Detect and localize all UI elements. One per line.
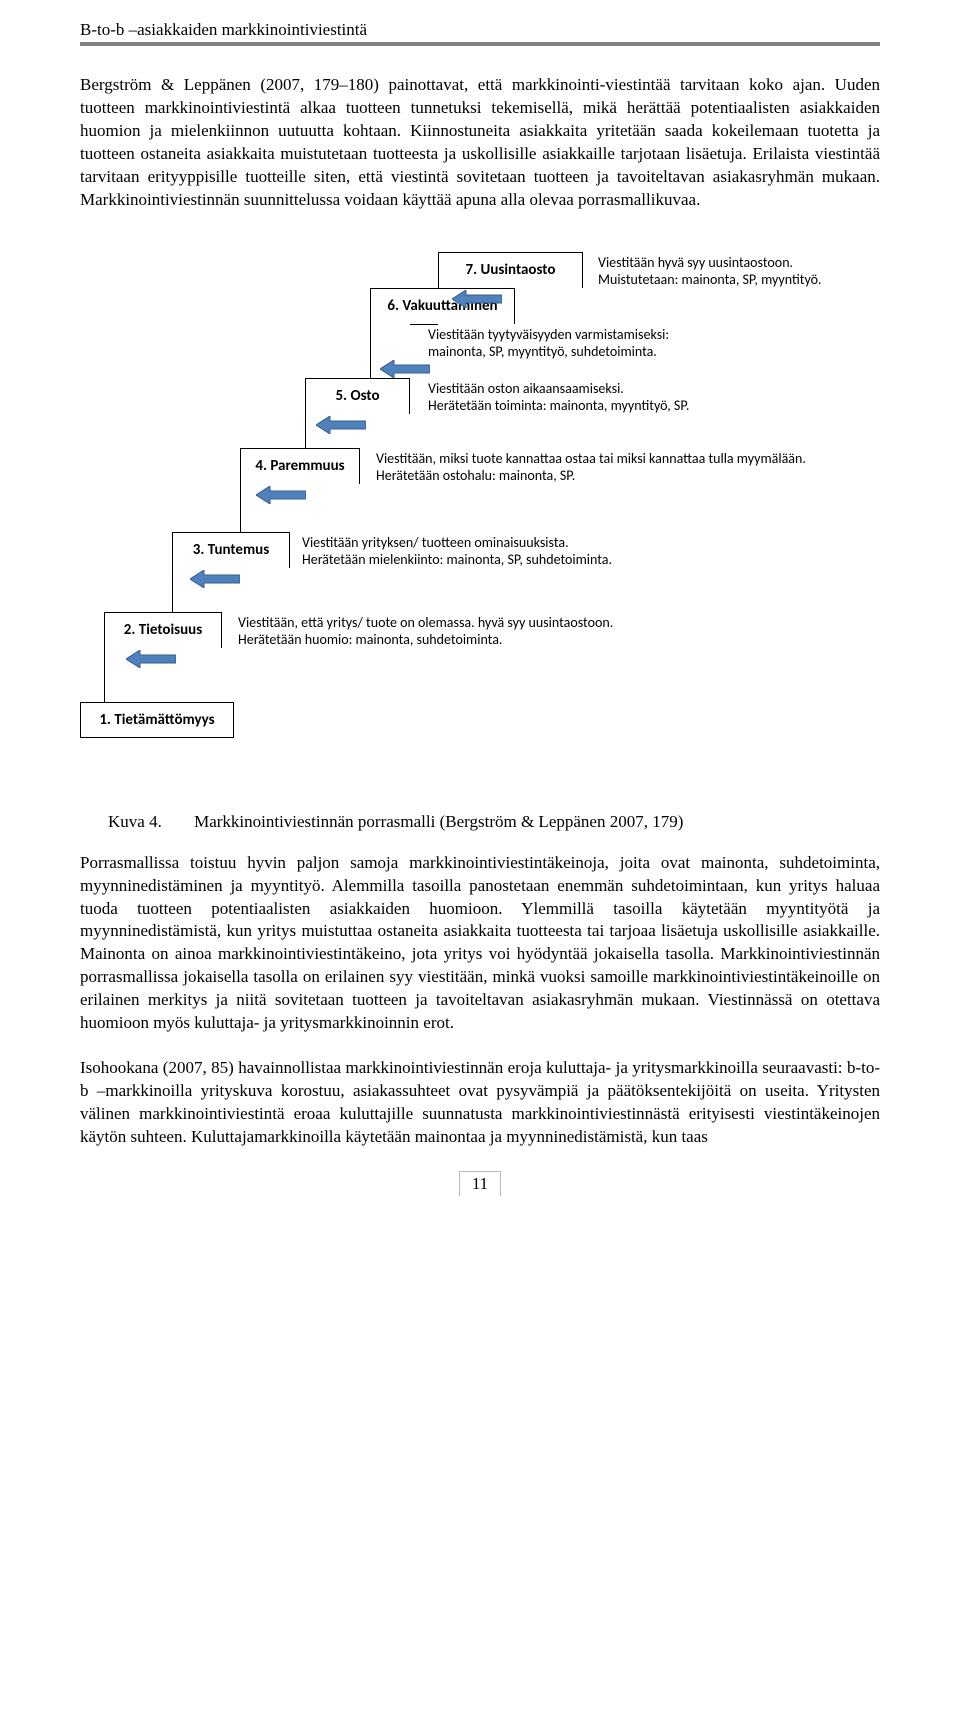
step-2-box: 2. Tietoisuus [104, 612, 222, 648]
step-4-desc1: Viestitään, miksi tuote kannattaa ostaa … [376, 450, 846, 468]
page-number: 11 [80, 1171, 880, 1196]
paragraph-1: Bergström & Leppänen (2007, 179–180) pai… [80, 74, 880, 212]
arrow-icon [190, 570, 240, 588]
figure-caption-text: Markkinointiviestinnän porrasmalli (Berg… [194, 812, 683, 831]
step-7-desc: Viestitään hyvä syy uusintaostoon. Muist… [598, 254, 878, 289]
arrow-icon [256, 486, 306, 504]
step-7-desc2: Muistutetaan: mainonta, SP, myyntityö. [598, 271, 878, 289]
step-6-desc1: Viestitään tyytyväisyyden varmistamiseks… [428, 326, 758, 344]
step-5-desc1: Viestitään oston aikaansaamiseksi. [428, 380, 778, 398]
arrow-icon [316, 416, 366, 434]
stair-edge [305, 414, 306, 448]
figure-caption-label: Kuva 4. [108, 812, 162, 831]
paragraph-2: Porrasmallissa toistuu hyvin paljon samo… [80, 852, 880, 1036]
step-3-box: 3. Tuntemus [172, 532, 290, 568]
step-4-box: 4. Paremmuus [240, 448, 360, 484]
step-4-label: 4. Paremmuus [255, 457, 344, 475]
step-3-desc2: Herätetään mielenkiinto: mainonta, SP, s… [302, 551, 722, 569]
step-5-desc2: Herätetään toiminta: mainonta, myyntityö… [428, 397, 778, 415]
paragraph-3: Isohookana (2007, 85) havainnollistaa ma… [80, 1057, 880, 1149]
step-5-label: 5. Osto [335, 387, 379, 405]
step-diagram-figure: 7. Uusintaosto Viestitään hyvä syy uusin… [80, 252, 880, 782]
step-7-desc1: Viestitään hyvä syy uusintaostoon. [598, 254, 878, 272]
step-3-desc1: Viestitään yrityksen/ tuotteen ominaisuu… [302, 534, 722, 552]
stair-edge [240, 484, 241, 532]
step-6-desc2: mainonta, SP, myyntityö, suhdetoiminta. [428, 343, 758, 361]
step-5-box: 5. Osto [305, 378, 410, 414]
step-6-desc: Viestitään tyytyväisyyden varmistamiseks… [428, 326, 758, 361]
arrow-icon [452, 290, 502, 308]
step-3-desc: Viestitään yrityksen/ tuotteen ominaisuu… [302, 534, 722, 569]
step-3-label: 3. Tuntemus [193, 541, 269, 559]
stair-edge [410, 324, 438, 325]
step-4-desc2: Herätetään ostohalu: mainonta, SP. [376, 467, 846, 485]
stair-edge [104, 648, 105, 702]
step-2-label: 2. Tietoisuus [124, 621, 202, 639]
step-5-desc: Viestitään oston aikaansaamiseksi. Herät… [428, 380, 778, 415]
step-2-desc1: Viestitään, että yritys/ tuote on olemas… [238, 614, 698, 632]
step-4-desc: Viestitään, miksi tuote kannattaa ostaa … [376, 450, 846, 485]
arrow-icon [126, 650, 176, 668]
running-header: B-to-b –asiakkaiden markkinointiviestint… [80, 20, 880, 40]
step-2-desc2: Herätetään huomio: mainonta, suhdetoimin… [238, 631, 698, 649]
step-7-box: 7. Uusintaosto [438, 252, 583, 288]
step-1-box: 1. Tietämättömyys [80, 702, 234, 738]
header-rule [80, 42, 880, 46]
figure-caption: Kuva 4. Markkinointiviestinnän porrasmal… [108, 812, 880, 832]
step-1-label: 1. Tietämättömyys [99, 711, 214, 729]
stair-edge [172, 568, 173, 612]
stair-edge [370, 324, 371, 378]
step-7-label: 7. Uusintaosto [466, 261, 556, 279]
step-2-desc: Viestitään, että yritys/ tuote on olemas… [238, 614, 698, 649]
arrow-icon [380, 360, 430, 378]
